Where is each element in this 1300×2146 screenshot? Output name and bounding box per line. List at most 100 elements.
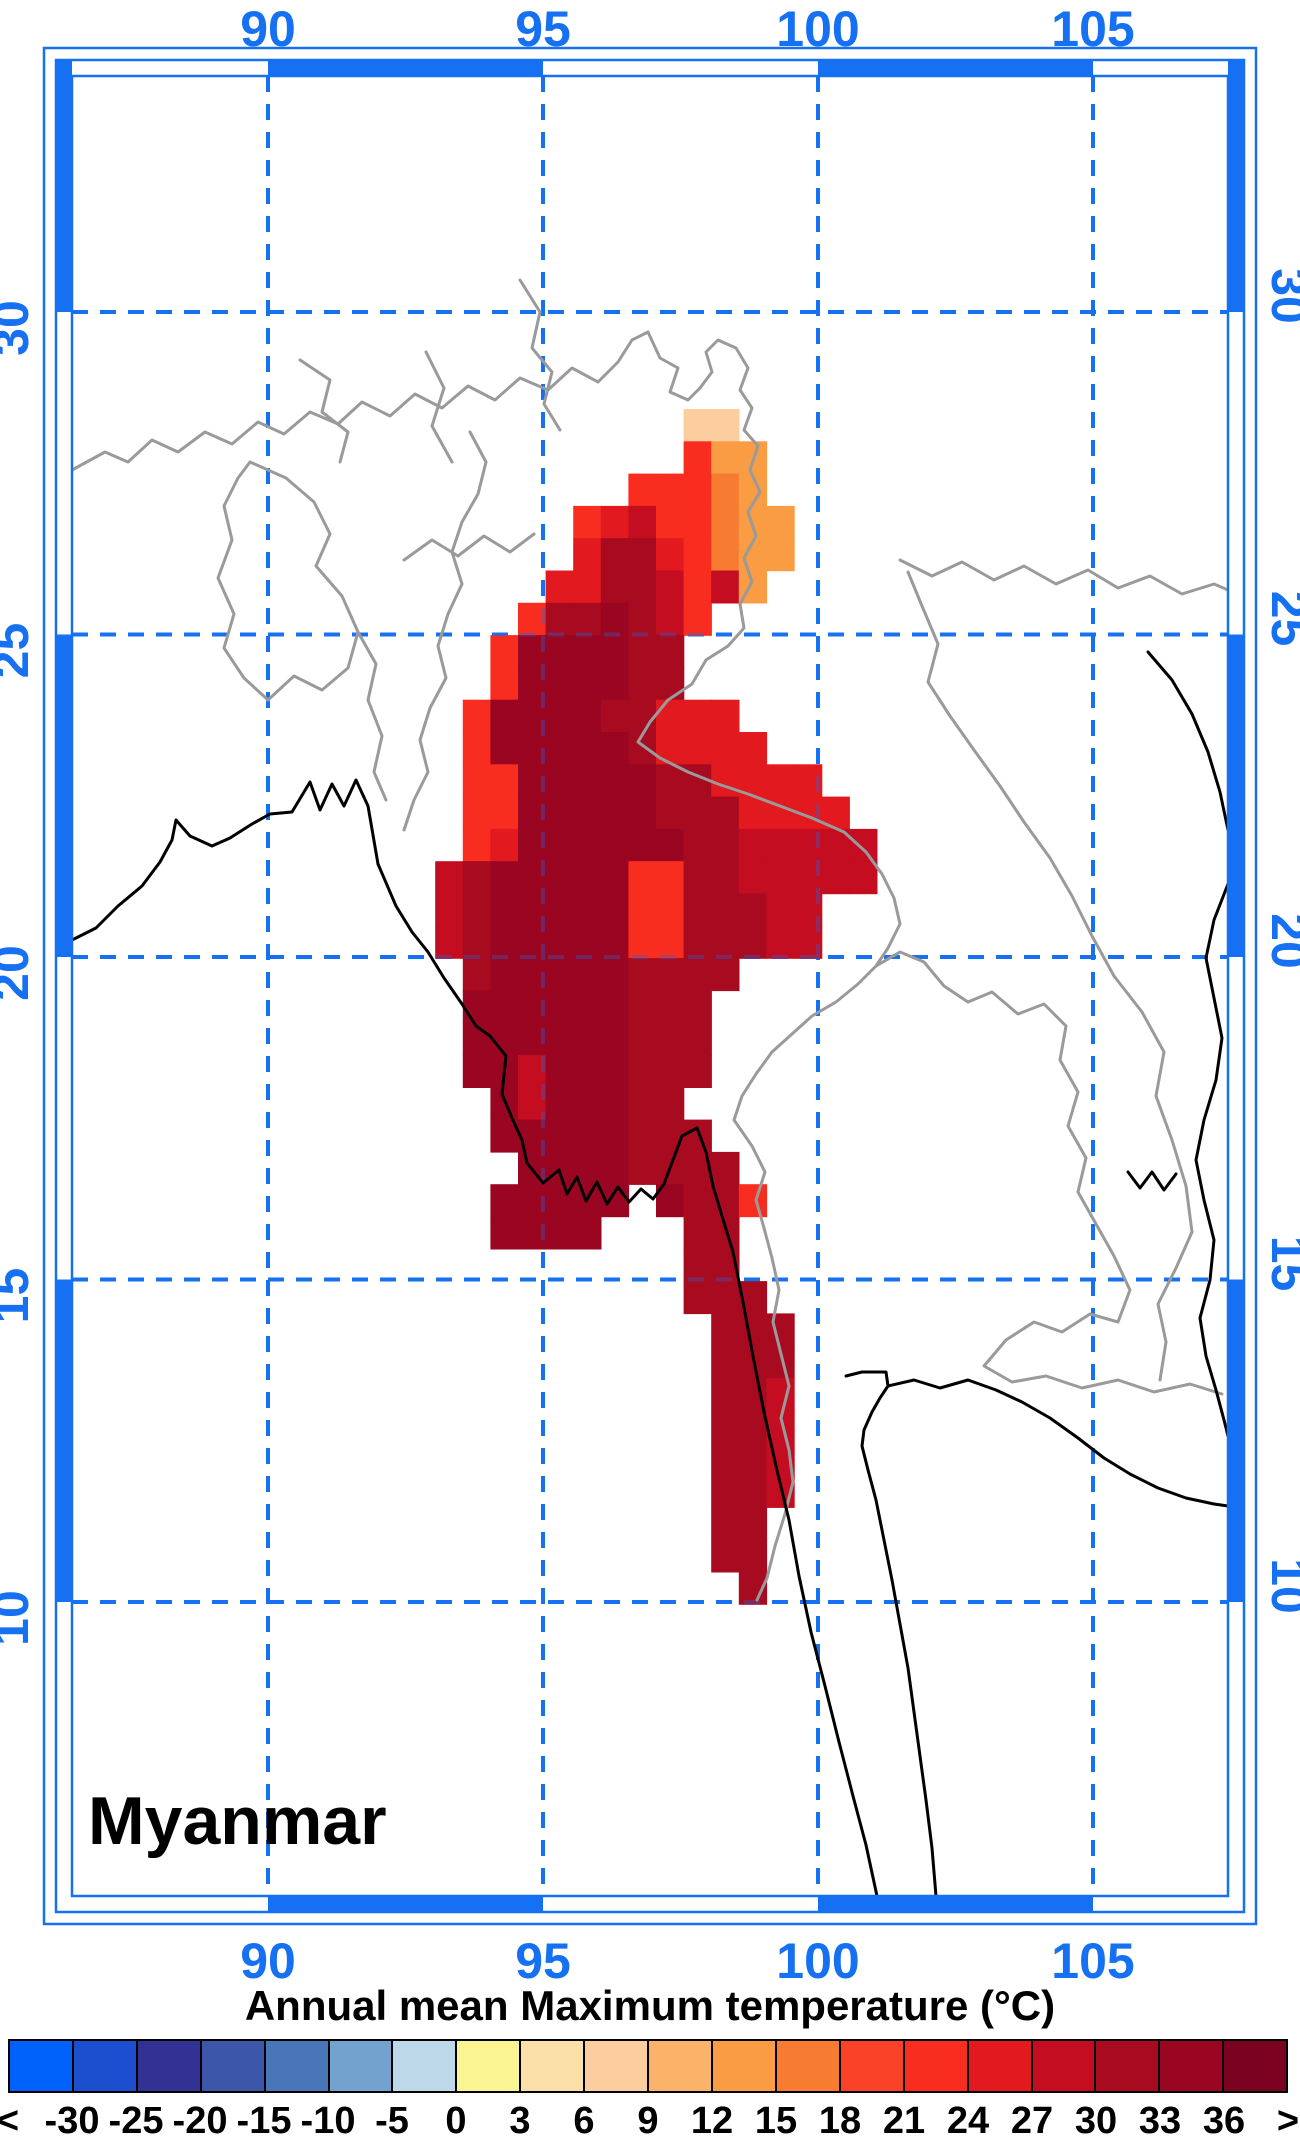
raster-cell xyxy=(683,409,712,442)
lat-tick-label-left: 30 xyxy=(0,300,39,356)
border-vietnam-laos xyxy=(906,570,1194,1234)
raster-cell xyxy=(600,732,630,765)
lon-tick-label-top: 95 xyxy=(515,1,571,57)
colorbar-tick-label: 0 xyxy=(445,2100,467,2142)
raster-cell xyxy=(600,538,630,572)
raster-cell xyxy=(683,441,712,475)
raster-cell xyxy=(711,538,740,572)
raster-cell xyxy=(683,505,712,539)
frame-band-left xyxy=(56,634,72,957)
raster-cell xyxy=(600,764,630,798)
raster-cell xyxy=(656,861,685,895)
raster-cell xyxy=(600,1022,630,1056)
colorbar-tick-labels: < -30 -25 -20 -15 -10 -5 0 3 6 9 12 15 18 21 24 27 30 33 36… xyxy=(0,2100,1300,2146)
raster-cell xyxy=(600,570,630,604)
colorbar-tick-label: -25 xyxy=(108,2100,164,2142)
raster-cell xyxy=(683,1055,712,1088)
coast-vietnam-south xyxy=(1194,882,1230,1438)
raster-cell xyxy=(738,925,768,959)
colorbar-tick-label: 24 xyxy=(946,2100,990,2142)
frame-band-top xyxy=(543,60,818,76)
raster-cell xyxy=(573,1087,602,1121)
raster-cell xyxy=(573,925,602,959)
raster-cell xyxy=(794,764,823,798)
axis-labels: 90 90 95 95 100 100 105 105 30 30 25 25 20 20 15 15 10 10 xyxy=(0,1,1300,1989)
raster-cell xyxy=(738,1184,768,1218)
colorbar-segment xyxy=(1032,2041,1097,2091)
raster-cell xyxy=(600,505,630,539)
raster-cell xyxy=(711,409,740,442)
raster-cell xyxy=(711,1281,740,1315)
raster-cell xyxy=(545,667,574,701)
raster-cell xyxy=(628,505,657,539)
frame-band-bottom xyxy=(268,1896,543,1912)
raster-cell xyxy=(656,828,685,862)
raster-cell xyxy=(545,1022,574,1056)
raster-cell xyxy=(518,732,547,765)
raster-cell xyxy=(545,1087,574,1121)
colorbar-tick-label: -10 xyxy=(300,2100,356,2142)
border-bangladesh-east xyxy=(356,630,388,802)
frame-band-right xyxy=(1228,312,1244,635)
raster-cell xyxy=(573,796,602,830)
raster-cell xyxy=(711,1539,740,1573)
coast-vietnam-north xyxy=(1146,650,1230,832)
colorbar-tick-label: 9 xyxy=(637,2100,659,2142)
raster-cell xyxy=(573,538,602,572)
raster-cell xyxy=(628,699,657,733)
frame-band-left xyxy=(56,312,72,635)
raster-cell xyxy=(600,990,630,1024)
raster-cell xyxy=(490,990,519,1024)
frame-band-bottom xyxy=(56,1896,268,1912)
frame-band-right xyxy=(1228,634,1244,957)
frame-band-top xyxy=(1093,60,1244,76)
raster-cell xyxy=(628,602,657,636)
frame-band-left xyxy=(56,60,72,312)
raster-cell xyxy=(490,1216,519,1250)
border-himalaya xyxy=(70,330,650,472)
coast-islands xyxy=(1126,1170,1178,1192)
raster-cell xyxy=(766,828,795,862)
raster-cell xyxy=(656,925,685,959)
raster-cell xyxy=(766,505,795,539)
raster-cell xyxy=(711,1313,740,1347)
frame-band-left xyxy=(56,957,72,1280)
raster-cell xyxy=(462,925,492,959)
raster-cell xyxy=(518,602,547,636)
colorbar-tick-label: 15 xyxy=(754,2100,798,2142)
raster-cell xyxy=(711,699,740,733)
raster-cell xyxy=(628,990,657,1024)
raster-cell xyxy=(711,441,740,475)
border-thailand-laos xyxy=(874,950,1224,1396)
map-frame xyxy=(42,46,1258,1926)
raster-cell xyxy=(656,893,685,927)
raster-cell xyxy=(656,1022,685,1056)
raster-cell xyxy=(545,732,574,765)
raster-cell xyxy=(573,958,602,992)
colorbar-tick-label: -30 xyxy=(44,2100,100,2142)
raster-cell xyxy=(738,828,768,862)
raster-cell xyxy=(738,1539,768,1573)
raster-cell xyxy=(628,764,657,798)
raster-cell xyxy=(518,925,547,959)
colorbar-segment xyxy=(968,2041,1033,2091)
colorbar-segment xyxy=(585,2041,650,2091)
raster-cell xyxy=(711,732,740,765)
raster-cell xyxy=(462,893,492,927)
raster-cell xyxy=(711,828,740,862)
raster-cell xyxy=(628,828,657,862)
raster-cell xyxy=(490,1184,519,1218)
raster-cell xyxy=(628,732,657,765)
lat-tick-label-right: 30 xyxy=(1261,268,1300,324)
colorbar-tick-label: -5 xyxy=(375,2100,409,2142)
frame-outer-line xyxy=(42,46,1258,1926)
border-india-myanmar xyxy=(402,430,488,832)
raster-cell xyxy=(656,764,685,798)
colorbar-title: Annual mean Maximum temperature (°C) xyxy=(244,1982,1056,2029)
raster-cell xyxy=(600,1119,630,1153)
raster-cell xyxy=(711,861,740,895)
raster-cell xyxy=(490,893,519,927)
border-ne-india-1 xyxy=(402,532,536,562)
raster-cell xyxy=(573,732,602,765)
raster-cell xyxy=(628,635,657,669)
